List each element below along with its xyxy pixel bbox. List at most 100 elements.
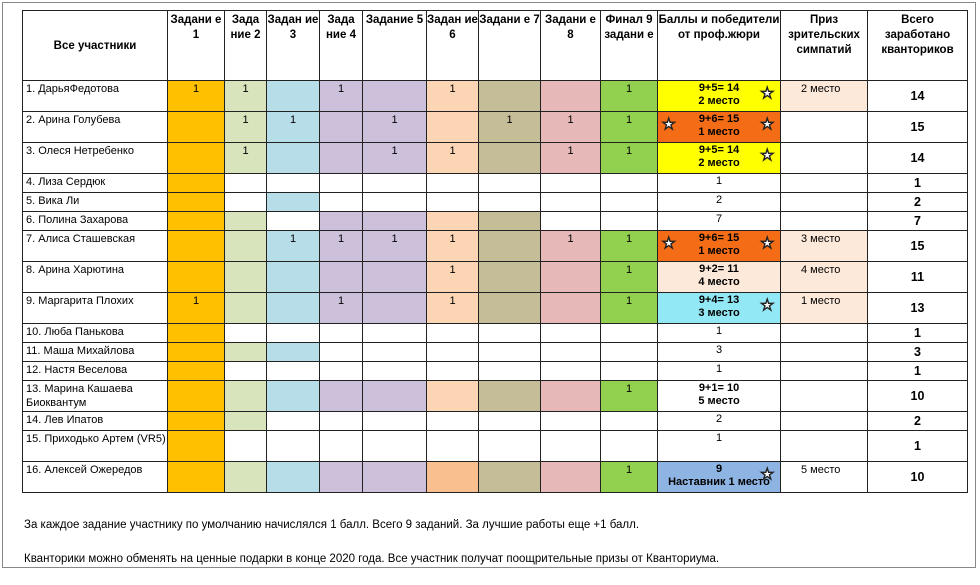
task-6-cell <box>426 361 479 381</box>
task-7-cell <box>478 380 541 412</box>
table-row: 10. Люба Панькова 1 1 <box>22 323 968 343</box>
participant-name: 5. Вика Ли <box>22 192 168 212</box>
table-row: 9. Маргарита Плохих 1 1 1 1 9+4= 13 3 место ★ 1 … <box>22 292 968 324</box>
table-row: 15. Приходько Артем (VR5) 1 1 <box>22 430 968 462</box>
task-4-cell <box>319 323 363 343</box>
table-row: 11. Маша Михайлова 3 3 <box>22 342 968 362</box>
task-8-cell <box>540 80 601 112</box>
participant-name: 9. Маргарита Плохих <box>22 292 168 324</box>
task-7-cell <box>478 430 541 462</box>
task-6-cell <box>426 211 479 231</box>
total-cell: 1 <box>867 430 968 462</box>
task-7-cell <box>478 342 541 362</box>
task-4-cell <box>319 192 363 212</box>
header-task-5: Задание 5 <box>362 10 427 81</box>
task-7-cell <box>478 192 541 212</box>
jury-place: 2 место <box>698 95 740 107</box>
jury-place: 3 место <box>698 307 740 319</box>
jury-score-cell: 9+5= 14 2 место ★ <box>657 142 781 174</box>
task-7-cell <box>478 80 541 112</box>
audience-prize-cell: 5 место <box>780 461 868 493</box>
task-2-cell <box>224 192 267 212</box>
task-6-cell <box>426 430 479 462</box>
table-row: 5. Вика Ли 2 2 <box>22 192 968 212</box>
task-5-cell: 1 <box>362 230 427 262</box>
task-3-cell <box>266 142 320 174</box>
score-sum: 1 <box>715 325 723 337</box>
task-5-cell <box>362 80 427 112</box>
table-row: 3. Олеся Нетребенко 1 1 1 1 1 9+5= 14 2 место ★ 1… <box>22 142 968 174</box>
task-1-cell <box>167 211 225 231</box>
audience-prize-cell <box>780 323 868 343</box>
task-5-cell <box>362 323 427 343</box>
task-7-cell: 1 <box>478 111 541 143</box>
audience-prize-cell <box>780 111 868 143</box>
task-3-cell <box>266 173 320 193</box>
jury-score-cell: 9 Наставник 1 место ★ <box>657 461 781 493</box>
task-3-cell <box>266 192 320 212</box>
audience-prize-cell <box>780 211 868 231</box>
task-5-cell <box>362 211 427 231</box>
header-jury-scores: Баллы и победители от проф.жюри <box>657 10 781 81</box>
task-4-cell <box>319 411 363 431</box>
task-2-cell <box>224 292 267 324</box>
audience-prize-cell <box>780 411 868 431</box>
jury-score-cell: 2 <box>657 192 781 212</box>
total-cell: 2 <box>867 411 968 431</box>
header-task-4: Зада ние 4 <box>319 10 363 81</box>
task-1-cell <box>167 380 225 412</box>
score-sum: 9+6= 15 <box>698 232 740 244</box>
total-cell: 1 <box>867 173 968 193</box>
task-8-cell: 1 <box>540 142 601 174</box>
task-6-cell: 1 <box>426 261 479 293</box>
task-2-cell <box>224 380 267 412</box>
total-cell: 3 <box>867 342 968 362</box>
jury-score-cell: 1 <box>657 361 781 381</box>
final-task-cell: 1 <box>600 142 658 174</box>
task-2-cell <box>224 173 267 193</box>
task-5-cell <box>362 361 427 381</box>
final-task-cell <box>600 323 658 343</box>
task-7-cell <box>478 411 541 431</box>
final-task-cell: 1 <box>600 461 658 493</box>
task-1-cell <box>167 192 225 212</box>
task-8-cell <box>540 323 601 343</box>
footnotes: За каждое задание участнику по умолчанию… <box>24 517 719 585</box>
score-sum: 2 <box>715 413 723 425</box>
table-row: 7. Алиса Сташевская 1 1 1 1 1 1 9+6= 15 1 место ★… <box>22 230 968 262</box>
task-4-cell <box>319 173 363 193</box>
task-1-cell <box>167 411 225 431</box>
score-sum: 1 <box>715 432 723 444</box>
task-2-cell: 1 <box>224 111 267 143</box>
task-5-cell <box>362 173 427 193</box>
task-4-cell <box>319 211 363 231</box>
task-2-cell: 1 <box>224 80 267 112</box>
task-2-cell: 1 <box>224 142 267 174</box>
star-icon: ★ <box>760 85 774 102</box>
task-4-cell: 1 <box>319 292 363 324</box>
participant-name: 10. Люба Панькова <box>22 323 168 343</box>
task-4-cell <box>319 142 363 174</box>
task-7-cell <box>478 230 541 262</box>
score-sum: 9 <box>715 463 723 475</box>
task-2-cell <box>224 230 267 262</box>
task-5-cell <box>362 261 427 293</box>
task-3-cell <box>266 261 320 293</box>
task-4-cell: 1 <box>319 80 363 112</box>
star-icon: ★ <box>760 116 774 133</box>
header-task-3: Задан ие 3 <box>266 10 320 81</box>
participant-name: 12. Настя Веселова <box>22 361 168 381</box>
participant-name: 7. Алиса Сташевская <box>22 230 168 262</box>
participant-name: 3. Олеся Нетребенко <box>22 142 168 174</box>
task-8-cell <box>540 342 601 362</box>
task-3-cell <box>266 80 320 112</box>
audience-prize-cell <box>780 342 868 362</box>
task-8-cell <box>540 380 601 412</box>
jury-score-cell: 2 <box>657 411 781 431</box>
final-task-cell <box>600 411 658 431</box>
total-cell: 2 <box>867 192 968 212</box>
task-2-cell <box>224 211 267 231</box>
final-task-cell: 1 <box>600 380 658 412</box>
final-task-cell: 1 <box>600 111 658 143</box>
jury-score-cell: 1 <box>657 173 781 193</box>
